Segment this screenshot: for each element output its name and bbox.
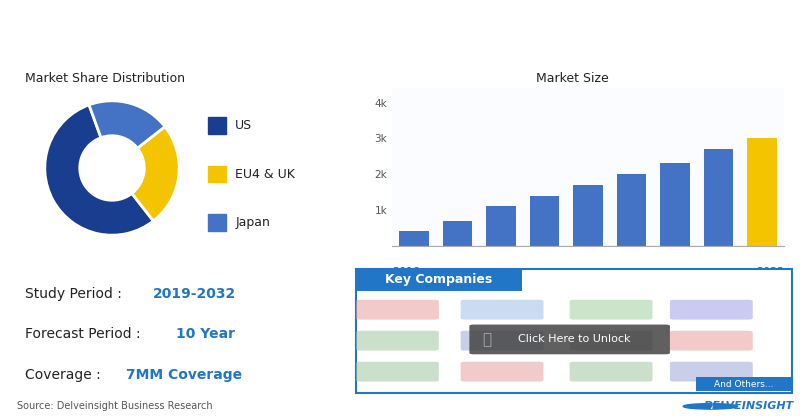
Bar [747, 138, 777, 246]
Text: 🔒: 🔒 [482, 332, 491, 347]
FancyBboxPatch shape [461, 331, 543, 351]
Bar [530, 196, 559, 246]
FancyBboxPatch shape [356, 269, 522, 291]
Wedge shape [132, 126, 179, 221]
Text: Click Here to Unlock: Click Here to Unlock [518, 334, 630, 344]
Bar [704, 149, 734, 246]
Text: 2032: 2032 [756, 267, 784, 277]
Text: And Others...: And Others... [714, 380, 774, 388]
Bar [486, 206, 516, 246]
FancyBboxPatch shape [461, 362, 543, 381]
Bar [617, 174, 646, 246]
Text: Market Size: Market Size [536, 72, 608, 84]
Bar [208, 166, 226, 182]
FancyBboxPatch shape [670, 300, 753, 320]
Wedge shape [89, 101, 165, 148]
Circle shape [683, 404, 738, 409]
Bar [660, 163, 690, 246]
Text: Coverage :: Coverage : [25, 368, 105, 382]
Text: Market Share Distribution: Market Share Distribution [25, 72, 185, 84]
FancyBboxPatch shape [570, 331, 653, 351]
FancyBboxPatch shape [356, 362, 439, 381]
Text: Market Press Release: Market Press Release [282, 14, 518, 34]
Text: Key Companies: Key Companies [386, 273, 493, 286]
Bar [399, 231, 429, 246]
Text: US: US [235, 119, 252, 132]
Text: 2019-2032: 2019-2032 [153, 287, 236, 301]
FancyBboxPatch shape [356, 331, 439, 351]
FancyBboxPatch shape [570, 362, 653, 381]
Bar [573, 185, 603, 246]
FancyBboxPatch shape [470, 325, 670, 354]
FancyBboxPatch shape [670, 362, 753, 381]
Wedge shape [45, 105, 154, 235]
Text: DELVEINSIGHT: DELVEINSIGHT [703, 402, 794, 411]
FancyBboxPatch shape [570, 300, 653, 320]
Text: Source: Delveinsight Business Research: Source: Delveinsight Business Research [17, 402, 213, 411]
Bar [442, 220, 472, 246]
Text: (Years): (Years) [569, 267, 607, 277]
Text: EU4 & UK: EU4 & UK [235, 168, 295, 181]
Bar [208, 117, 226, 134]
Text: Japan: Japan [235, 216, 270, 229]
Text: 7MM Coverage: 7MM Coverage [126, 368, 242, 382]
FancyBboxPatch shape [461, 300, 543, 320]
Text: 2019: 2019 [392, 267, 420, 277]
FancyBboxPatch shape [670, 331, 753, 351]
Text: i: i [709, 402, 712, 411]
Text: 10 Year: 10 Year [176, 327, 235, 341]
FancyBboxPatch shape [356, 269, 792, 393]
FancyBboxPatch shape [696, 377, 792, 391]
Text: Forecast Period :: Forecast Period : [25, 327, 145, 341]
FancyBboxPatch shape [356, 300, 439, 320]
Text: Study Period :: Study Period : [25, 287, 126, 301]
Bar [208, 214, 226, 231]
